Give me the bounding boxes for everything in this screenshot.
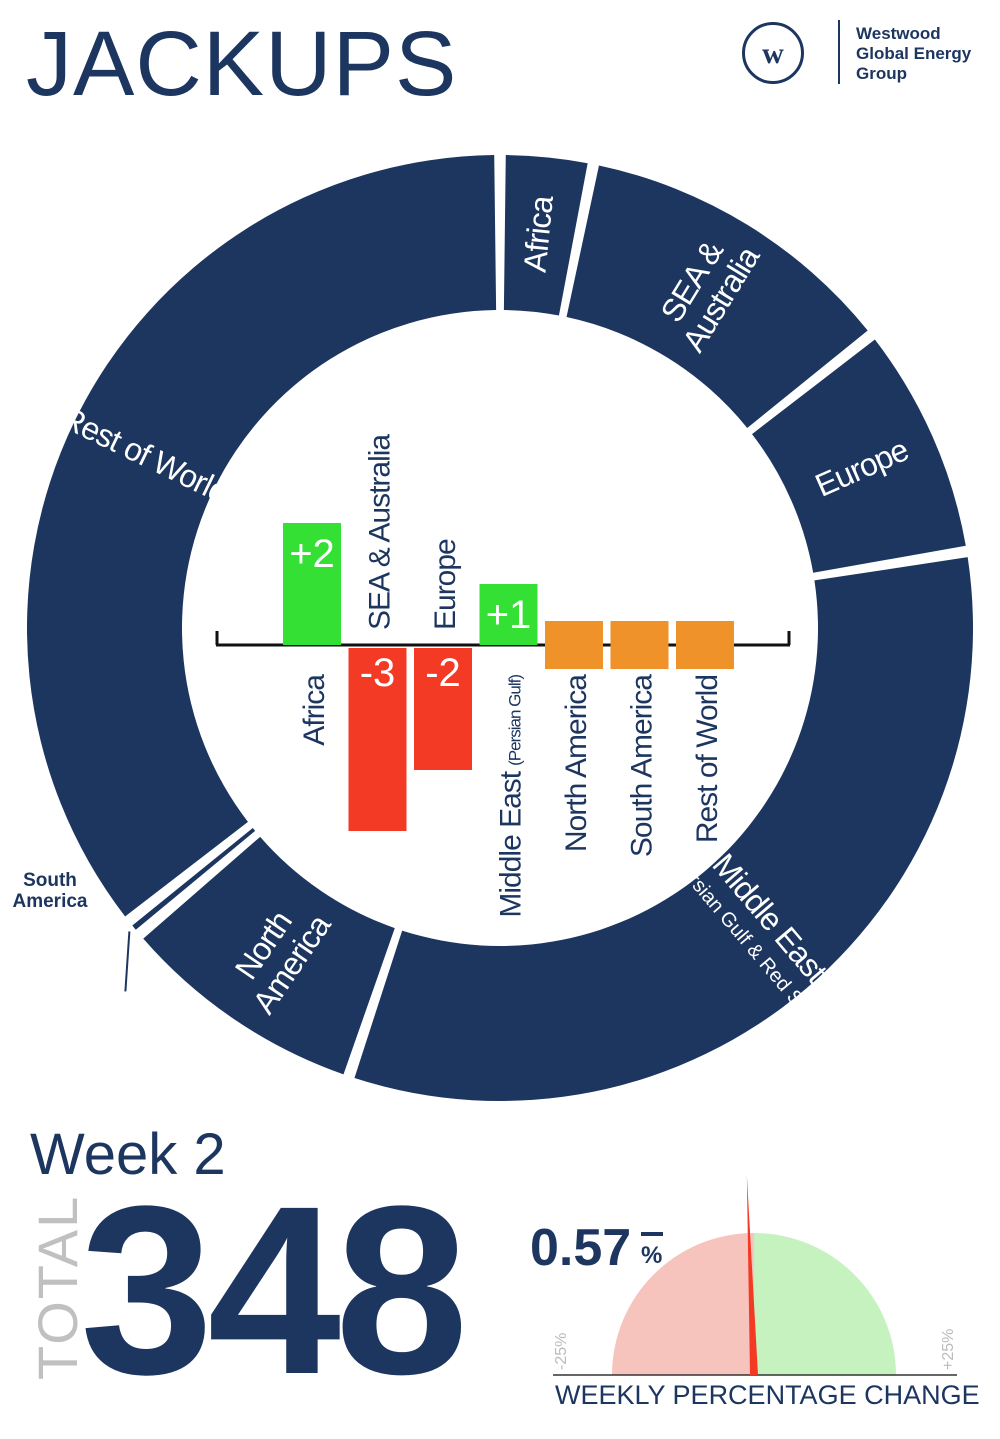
brand-logo: w (742, 22, 804, 84)
bar-category-label: Africa (298, 674, 331, 746)
gauge-min-label: -25% (553, 1332, 570, 1370)
brand-name: Westwood Global Energy Group (856, 24, 971, 84)
weekly-change-unit: % (641, 1242, 663, 1269)
brand-line: Westwood (856, 24, 941, 43)
bar-category-text: Middle East(Persian Gulf) (495, 675, 528, 918)
bar-category-text: SEA & Australia (364, 434, 397, 630)
bar-category-label: Middle East(Persian Gulf) (495, 675, 528, 918)
bar-category-label: Europe (429, 539, 462, 630)
brand-line: Global Energy (856, 44, 972, 63)
bar-middle-east-persian-gulf (479, 584, 538, 645)
bar-category-text: Rest of World (691, 675, 724, 843)
logo-divider (838, 20, 840, 84)
gauge-needle (746, 1175, 758, 1376)
bar-category-note: (Persian Gulf) (506, 675, 525, 766)
bar-value-label: -3 (360, 651, 396, 695)
donut-slice-africa (503, 155, 588, 316)
bar-value-label: -2 (425, 651, 461, 695)
bar-category-text: South America (626, 674, 659, 857)
bar-category-label: North America (560, 674, 593, 852)
donut-callout-label: South (23, 870, 77, 891)
bar-category-text: North America (560, 674, 593, 852)
week-label: Week 2 (30, 1122, 226, 1187)
weekly-change-gauge (553, 1175, 957, 1376)
weekly-change-value: 0.57 (530, 1219, 632, 1277)
bar-category-text: Europe (429, 539, 462, 630)
gauge-max-label: +25% (940, 1328, 957, 1370)
gauge-caption: WEEKLY PERCENTAGE CHANGE (555, 1380, 980, 1410)
donut-callout-line (124, 931, 131, 992)
decrease-indicator (641, 1232, 663, 1236)
bar-value-label: +2 (289, 532, 335, 576)
bar-category-label: SEA & Australia (364, 434, 397, 630)
donut-callout-label: America (13, 891, 88, 912)
donut-label-africa: Africa (517, 194, 560, 274)
logo-mark: w (762, 37, 784, 70)
gauge-negative-half (612, 1233, 754, 1375)
bar-europe (414, 648, 472, 770)
bar-rest-of-world (676, 621, 734, 669)
donut-slice-north-america (143, 836, 395, 1075)
donut-slice-rest-of-world (27, 155, 497, 917)
bar-category-text: Africa (298, 674, 331, 746)
donut-slice-south-america (132, 828, 256, 930)
gauge-positive-half (754, 1233, 896, 1375)
donut-slice-europe (752, 339, 966, 573)
bar-value-label: +1 (486, 593, 532, 637)
donut-label-text: Africa (517, 194, 560, 274)
change-bar-chart: +2 Africa -3 SEA & Australia -2 Europe +1 Middl… (215, 434, 791, 918)
bar-sea-australia (348, 648, 407, 831)
total-label: TOTAL (26, 1194, 89, 1380)
donut-slice-sea-australia (566, 165, 868, 428)
donut-slice-middle-east-persian-gulf-red-sea (354, 557, 974, 1101)
bar-africa (283, 523, 341, 645)
bar-category-label: Rest of World (691, 675, 724, 843)
total-value: 348 (80, 1156, 468, 1424)
bar-north-america (545, 621, 603, 669)
brand-line: Group (856, 64, 907, 83)
bar-south-america (610, 621, 669, 669)
page-title: JACKUPS (26, 13, 458, 115)
bar-category-label: South America (626, 674, 659, 857)
